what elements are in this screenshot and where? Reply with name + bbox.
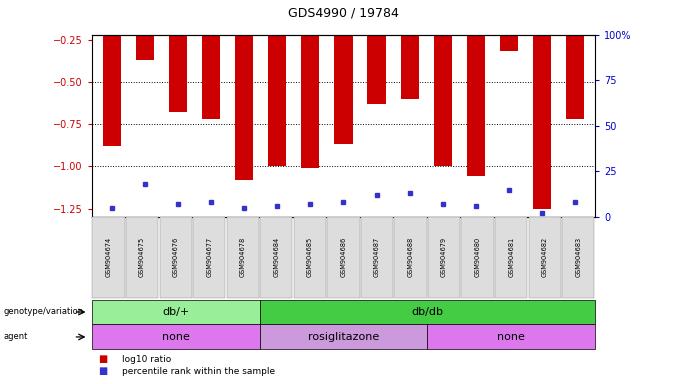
Bar bbox=[401, 35, 419, 99]
Text: GSM904676: GSM904676 bbox=[173, 237, 179, 277]
Text: none: none bbox=[162, 332, 190, 342]
Text: GSM904674: GSM904674 bbox=[105, 237, 112, 277]
Text: GSM904678: GSM904678 bbox=[240, 237, 245, 277]
Bar bbox=[466, 35, 485, 176]
Text: none: none bbox=[497, 332, 525, 342]
Text: GSM904677: GSM904677 bbox=[206, 237, 212, 277]
Text: percentile rank within the sample: percentile rank within the sample bbox=[122, 367, 275, 376]
Bar bbox=[434, 35, 452, 166]
Bar bbox=[367, 35, 386, 104]
Text: GSM904688: GSM904688 bbox=[407, 237, 413, 277]
Bar bbox=[301, 35, 320, 168]
Bar bbox=[335, 35, 352, 144]
Text: ■: ■ bbox=[99, 354, 108, 364]
Text: GSM904683: GSM904683 bbox=[575, 237, 581, 277]
Text: GSM904684: GSM904684 bbox=[273, 237, 279, 277]
Bar bbox=[500, 35, 518, 51]
Bar bbox=[235, 35, 253, 180]
Text: GSM904675: GSM904675 bbox=[139, 237, 145, 277]
Bar bbox=[268, 35, 286, 166]
Text: GSM904686: GSM904686 bbox=[341, 237, 346, 277]
Text: GSM904679: GSM904679 bbox=[441, 237, 447, 277]
Bar bbox=[566, 35, 584, 119]
Text: GSM904681: GSM904681 bbox=[508, 237, 514, 277]
Bar bbox=[533, 35, 551, 209]
Text: GSM904687: GSM904687 bbox=[374, 237, 380, 277]
Bar bbox=[103, 35, 121, 146]
Bar bbox=[202, 35, 220, 119]
Bar bbox=[136, 35, 154, 60]
Text: agent: agent bbox=[3, 333, 28, 341]
Text: db/db: db/db bbox=[411, 307, 443, 317]
Text: genotype/variation: genotype/variation bbox=[3, 308, 84, 316]
Bar bbox=[169, 35, 187, 112]
Text: GDS4990 / 19784: GDS4990 / 19784 bbox=[288, 6, 399, 19]
Text: GSM904685: GSM904685 bbox=[307, 237, 313, 277]
Text: GSM904682: GSM904682 bbox=[542, 237, 547, 277]
Text: rosiglitazone: rosiglitazone bbox=[308, 332, 379, 342]
Text: ■: ■ bbox=[99, 366, 108, 376]
Text: db/+: db/+ bbox=[162, 307, 189, 317]
Text: log10 ratio: log10 ratio bbox=[122, 354, 171, 364]
Text: GSM904680: GSM904680 bbox=[475, 237, 481, 277]
